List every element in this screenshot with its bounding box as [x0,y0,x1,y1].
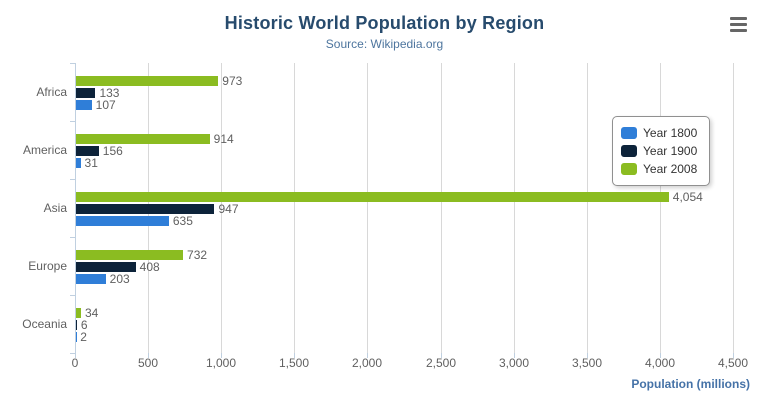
x-axis-title: Population (millions) [631,377,750,391]
x-axis-tick [441,353,442,358]
x-tick-label: 2,500 [425,356,457,370]
bar-year-2008[interactable] [76,134,210,144]
data-label: 947 [218,202,239,216]
grid-line [367,63,368,353]
bar-year-2008[interactable] [76,308,81,318]
legend-marker-icon [621,163,637,175]
bar-year-1800[interactable] [76,100,92,110]
x-tick-label: 4,000 [644,356,676,370]
data-label: 408 [139,260,160,274]
x-axis-tick [294,353,295,358]
x-axis-tick [587,353,588,358]
x-axis-tick [733,353,734,358]
category-label: Oceania [22,317,67,331]
data-label: 635 [172,214,193,228]
hamburger-menu-button[interactable] [730,17,747,32]
bar-year-2008[interactable] [76,192,669,202]
bar-year-1800[interactable] [76,216,169,226]
y-axis-line [75,63,76,353]
category-label: America [22,143,67,157]
data-label: 2 [80,330,87,344]
data-label: 6 [80,318,88,332]
bar-year-1900[interactable] [76,262,136,272]
grid-line [733,63,734,353]
legend: Year 1800 Year 1900 Year 2008 [612,116,711,186]
bar-year-2008[interactable] [76,76,219,86]
legend-label: Year 1800 [643,126,698,140]
x-axis-tick [221,353,222,358]
x-tick-label: 4,500 [717,356,749,370]
x-axis-tick [75,353,76,358]
y-axis-tick [70,63,75,64]
grid-line [221,63,222,353]
category-label: Europe [28,259,67,273]
hamburger-icon [730,29,747,32]
data-label: 4,054 [672,190,703,204]
bar-year-1900[interactable] [76,88,96,98]
x-axis-tick [148,353,149,358]
data-label: 31 [84,156,98,170]
legend-label: Year 1900 [643,144,698,158]
grid-line [441,63,442,353]
hamburger-icon [730,17,747,20]
grid-line [587,63,588,353]
bar-year-1900[interactable] [76,320,77,330]
bar-year-1800[interactable] [76,274,106,284]
bar-year-1900[interactable] [76,146,99,156]
legend-marker-icon [621,127,637,139]
legend-item-year-2008[interactable]: Year 2008 [621,160,697,178]
y-axis-tick [70,353,75,354]
legend-label: Year 2008 [643,162,698,176]
chart-subtitle: Source: Wikipedia.org [325,37,444,51]
x-tick-label: 3,500 [571,356,603,370]
data-label: 203 [109,272,130,286]
grid-line [294,63,295,353]
x-tick-label: 3,000 [498,356,530,370]
y-axis-tick [70,237,75,238]
legend-item-year-1800[interactable]: Year 1800 [621,124,697,142]
y-axis-tick [70,121,75,122]
x-tick-label: 1,500 [278,356,310,370]
y-axis-tick [70,295,75,296]
legend-item-year-1900[interactable]: Year 1900 [621,142,697,160]
data-label: 914 [213,132,234,146]
data-label: 133 [99,86,120,100]
legend-marker-icon [621,145,637,157]
x-tick-label: 2,000 [351,356,383,370]
data-label: 732 [187,248,208,262]
category-label: Asia [43,201,67,215]
bar-year-1900[interactable] [76,204,215,214]
grid-line [660,63,661,353]
category-label: Africa [36,85,67,99]
data-label: 973 [222,74,243,88]
x-axis-tick [514,353,515,358]
bar-year-2008[interactable] [76,250,184,260]
bar-year-1800[interactable] [76,158,81,168]
x-axis-tick [367,353,368,358]
data-label: 156 [102,144,123,158]
x-axis-tick [660,353,661,358]
y-axis-tick [70,179,75,180]
x-tick-label: 1,000 [205,356,237,370]
data-label: 107 [95,98,116,112]
hamburger-icon [730,23,747,26]
x-tick-label: 0 [71,356,79,370]
data-label: 34 [84,306,99,320]
x-tick-label: 500 [137,356,159,370]
chart-title: Historic World Population by Region [224,13,545,33]
grid-line [514,63,515,353]
